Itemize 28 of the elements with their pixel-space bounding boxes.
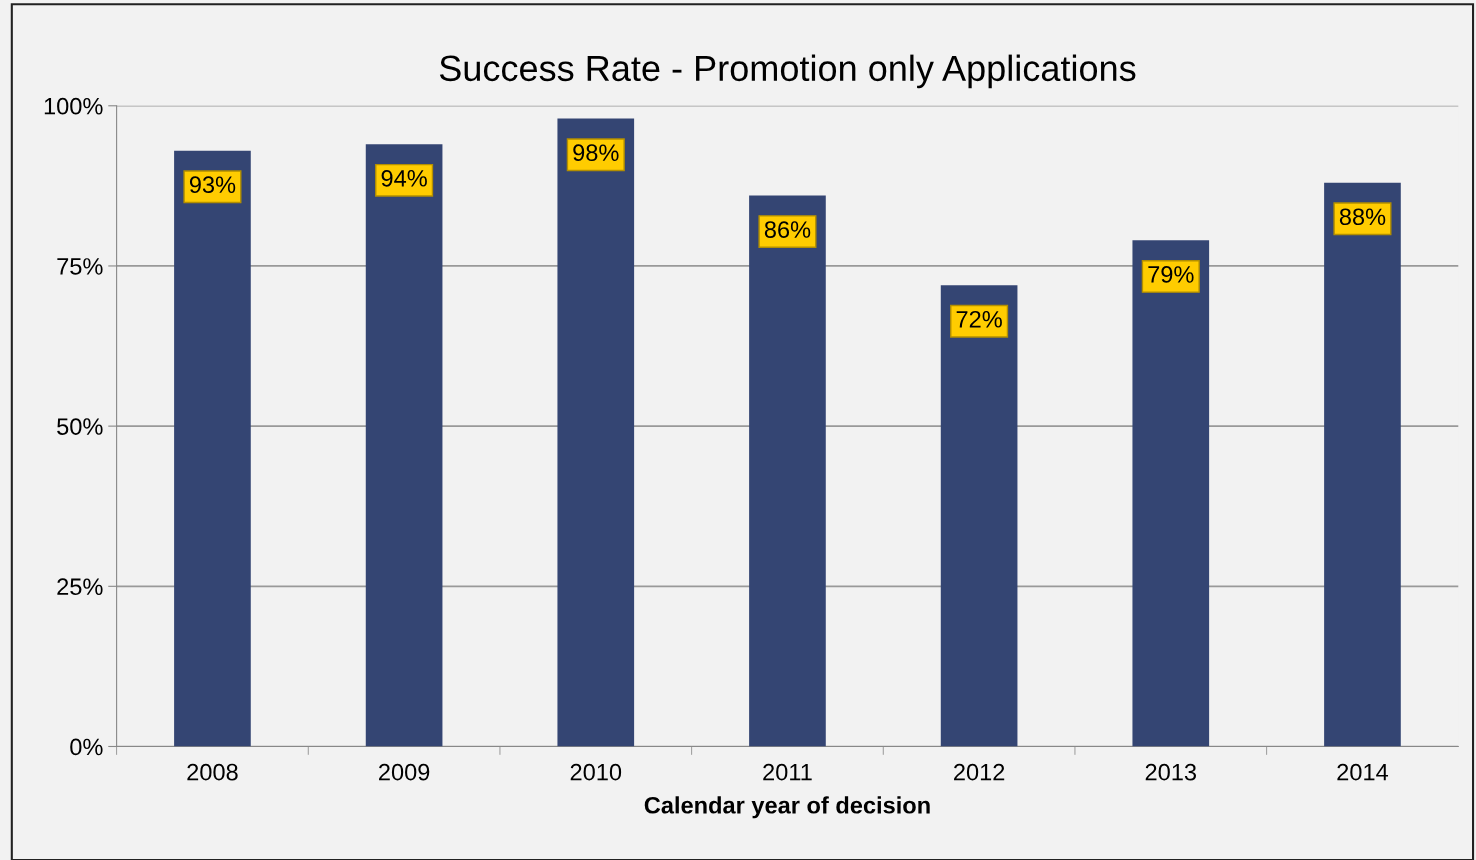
x-tick-label: 2010 [570,763,622,781]
y-tick-label: 0% [70,738,103,756]
data-label: 93% [189,176,236,194]
y-tick-label: 100% [44,97,103,115]
data-label: 72% [956,310,1002,328]
y-tick-label: 75% [57,258,103,275]
x-tick-label: 2009 [379,763,430,781]
bar [1324,182,1401,747]
bar [174,150,251,747]
bar [1132,240,1210,747]
x-tick-label: 2011 [763,763,812,781]
bar [749,195,826,747]
data-label: 94% [381,169,427,187]
y-tick-label: 25% [57,578,103,596]
x-tick-label: 2013 [1145,763,1197,781]
bar [940,285,1018,747]
data-label: 98% [573,144,619,162]
data-label: 88% [1339,208,1386,226]
x-tick-label: 2014 [1337,763,1389,781]
x-tick-label: 2008 [187,763,238,781]
bar [365,144,443,747]
y-tick-label: 50% [57,418,103,435]
x-axis-title: Calendar year of decision [644,796,930,819]
bar [557,118,635,747]
data-label: 86% [764,221,811,238]
data-label: 79% [1148,266,1194,283]
x-tick-label: 2012 [954,763,1005,781]
chart-title: Success Rate - Promotion only Applications [439,54,1136,89]
